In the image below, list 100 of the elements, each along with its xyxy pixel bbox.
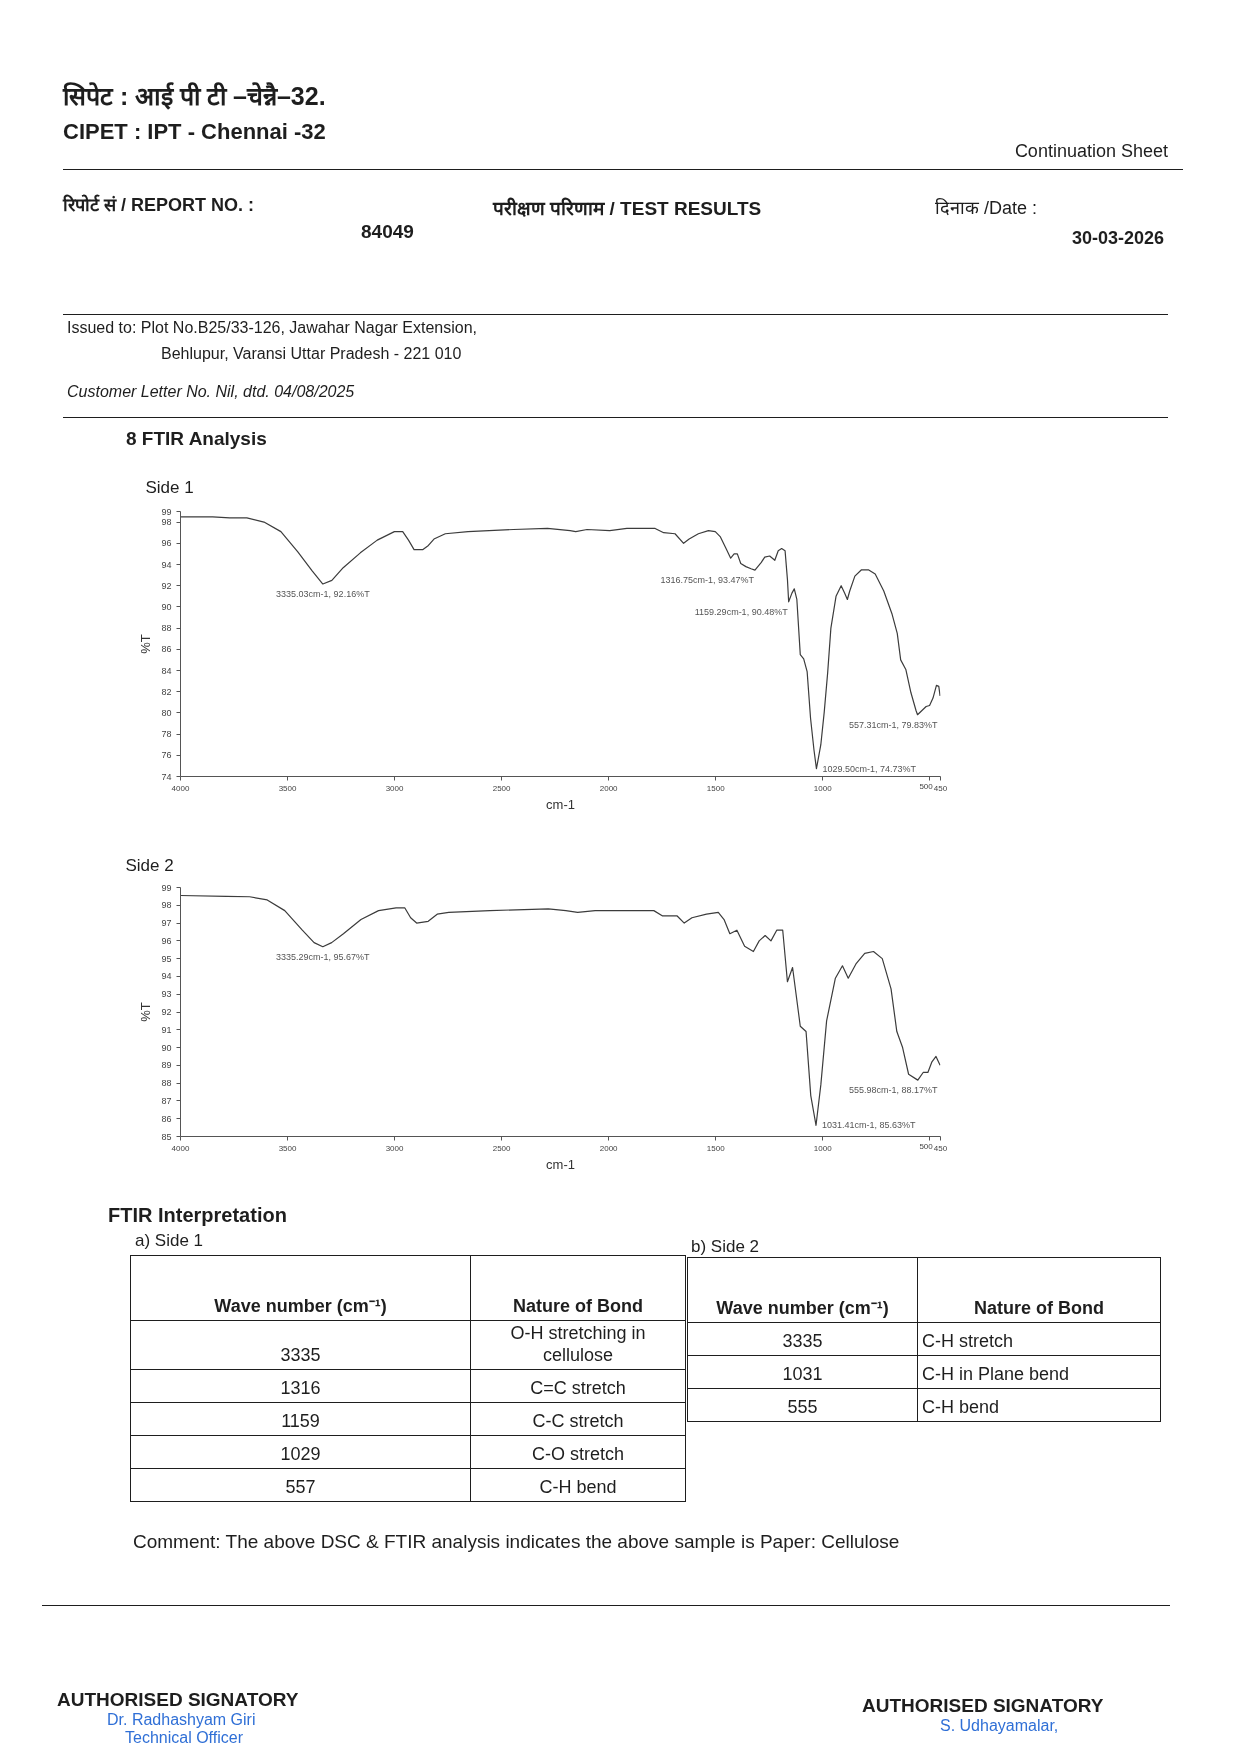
text: C-O stretch <box>470 1435 686 1469</box>
x-tick-label: 4000 <box>171 1143 190 1153</box>
text: Customer Letter No. Nil, dtd. 04/08/2025 <box>67 382 355 402</box>
y-tick-label: 76 <box>161 750 172 761</box>
y-tick-label: 92 <box>161 1007 172 1017</box>
x-tick-label: 500 <box>919 1141 934 1151</box>
text: Technical Officer <box>125 1728 243 1748</box>
chart-title: Side 2 <box>125 856 174 875</box>
y-tick-label: 97 <box>161 918 172 929</box>
text: 84049 <box>361 220 414 244</box>
text: रिपोर्ट सं / REPORT NO. : <box>63 195 255 217</box>
y-tick-label: 88 <box>161 1078 172 1089</box>
text: 555 <box>687 1388 918 1422</box>
text: 1316 <box>130 1369 471 1403</box>
text: 1029 <box>130 1435 471 1469</box>
x-tick-label: 3500 <box>278 1143 297 1153</box>
text: 557 <box>130 1468 471 1502</box>
x-tick-label: 1000 <box>813 783 833 793</box>
y-tick-label: 98 <box>161 517 172 528</box>
x-tick-label: 500 <box>919 781 934 791</box>
text: AUTHORISED SIGNATORY <box>862 1694 1104 1718</box>
y-tick-label: 96 <box>161 935 172 946</box>
y-tick-label: 82 <box>161 686 172 697</box>
text: C-H bend <box>470 1468 686 1502</box>
x-tick-label: 1500 <box>706 783 726 793</box>
y-tick-label: 91 <box>161 1024 172 1035</box>
y-tick-label: 94 <box>161 559 172 570</box>
y-tick-label: 98 <box>161 900 172 911</box>
annotation: 3335.29cm-1, 95.67%T <box>276 951 371 962</box>
x-tick-label: 450 <box>933 1143 948 1153</box>
x-tick-label: 2000 <box>599 783 619 793</box>
text: C-H stretch <box>917 1322 1161 1356</box>
y-tick-label: 89 <box>161 1060 172 1071</box>
y-tick-label: 99 <box>161 506 172 517</box>
x-tick-label: 3000 <box>385 783 405 793</box>
x-tick-label: 2000 <box>599 1143 619 1153</box>
x-tick-label: 4000 <box>171 783 190 793</box>
text: 8 FTIR Analysis <box>126 427 267 451</box>
text: 30-03-2026 <box>1071 228 1164 250</box>
y-tick-label: 74 <box>161 771 172 782</box>
text: C=C stretch <box>470 1369 686 1403</box>
text: Wave number (cm⁻¹) <box>687 1257 918 1323</box>
text: CIPET : IPT - Chennai -32 <box>63 118 326 146</box>
text: दिनाक /Date : <box>935 198 1038 220</box>
y-tick-label: 95 <box>161 953 172 964</box>
y-tick-label: 90 <box>161 1042 172 1053</box>
text: a) Side 1 <box>135 1230 204 1252</box>
y-axis-title: %T <box>138 1002 154 1022</box>
x-tick-label: 1500 <box>706 1143 726 1153</box>
text: Comment: The above DSC & FTIR analysis indicates the above sample is Paper: Cellulose <box>133 1530 900 1554</box>
y-tick-label: 96 <box>161 538 172 549</box>
annotation: 1316.75cm-1, 93.47%T <box>660 575 755 586</box>
x-tick-label: 450 <box>933 783 948 793</box>
annotation: 1029.50cm-1, 74.73%T <box>822 763 917 774</box>
y-axis-title: %T <box>138 634 154 654</box>
x-axis-title: cm-1 <box>546 1156 575 1172</box>
x-tick-label: 2500 <box>492 783 512 793</box>
y-tick-label: 93 <box>161 989 172 1000</box>
y-tick-label: 85 <box>161 1131 172 1142</box>
y-tick-label: 90 <box>161 601 172 612</box>
y-tick-label: 87 <box>161 1095 172 1106</box>
y-tick-label: 88 <box>161 623 172 634</box>
annotation: 557.31cm-1, 79.83%T <box>848 719 938 730</box>
text: Nature of Bond <box>470 1255 686 1321</box>
annotation: 555.98cm-1, 88.17%T <box>848 1085 938 1096</box>
y-tick-label: 84 <box>161 665 172 676</box>
y-tick-label: 94 <box>161 971 172 982</box>
text: C-C stretch <box>470 1402 686 1436</box>
y-tick-label: 86 <box>161 644 172 655</box>
text: 3335 <box>687 1322 918 1356</box>
text: Continuation Sheet <box>1014 141 1168 163</box>
text: 3335 <box>130 1320 471 1370</box>
y-tick-label: 80 <box>161 707 172 718</box>
text: सिपेट : आई पी टी –चेन्नै–32. <box>63 81 326 111</box>
text: S. Udhayamalar, <box>940 1716 1059 1736</box>
x-tick-label: 3500 <box>278 783 297 793</box>
text: Dr. Radhashyam Giri <box>107 1710 256 1730</box>
y-tick-label: 78 <box>161 729 172 740</box>
text: 1031 <box>687 1355 918 1389</box>
annotation: 3335.03cm-1, 92.16%T <box>276 589 371 599</box>
text: AUTHORISED SIGNATORY <box>57 1688 299 1712</box>
x-tick-label: 2500 <box>492 1143 512 1153</box>
text: C-H in Plane bend <box>917 1355 1161 1389</box>
y-tick-label: 99 <box>161 882 172 893</box>
text: Nature of Bond <box>917 1257 1161 1323</box>
text: परीक्षण परिणाम / TEST RESULTS <box>493 197 762 221</box>
text: O-H stretching in cellulose <box>470 1320 686 1370</box>
annotation: 1031.41cm-1, 85.63%T <box>822 1120 917 1131</box>
annotation: 1159.29cm-1, 90.48%T <box>694 606 789 617</box>
x-tick-label: 1000 <box>813 1143 833 1153</box>
y-tick-label: 92 <box>161 580 172 591</box>
chart-title: Side 1 <box>145 477 194 497</box>
text: b) Side 2 <box>691 1236 760 1258</box>
text: 1159 <box>130 1402 471 1436</box>
x-axis-title: cm-1 <box>546 796 575 812</box>
y-tick-label: 86 <box>161 1113 172 1124</box>
text: Wave number (cm⁻¹) <box>130 1255 471 1321</box>
text: C-H bend <box>917 1388 1161 1422</box>
text: Behlupur, Varansi Uttar Pradesh - 221 010 <box>161 344 462 364</box>
text: FTIR Interpretation <box>108 1203 287 1227</box>
